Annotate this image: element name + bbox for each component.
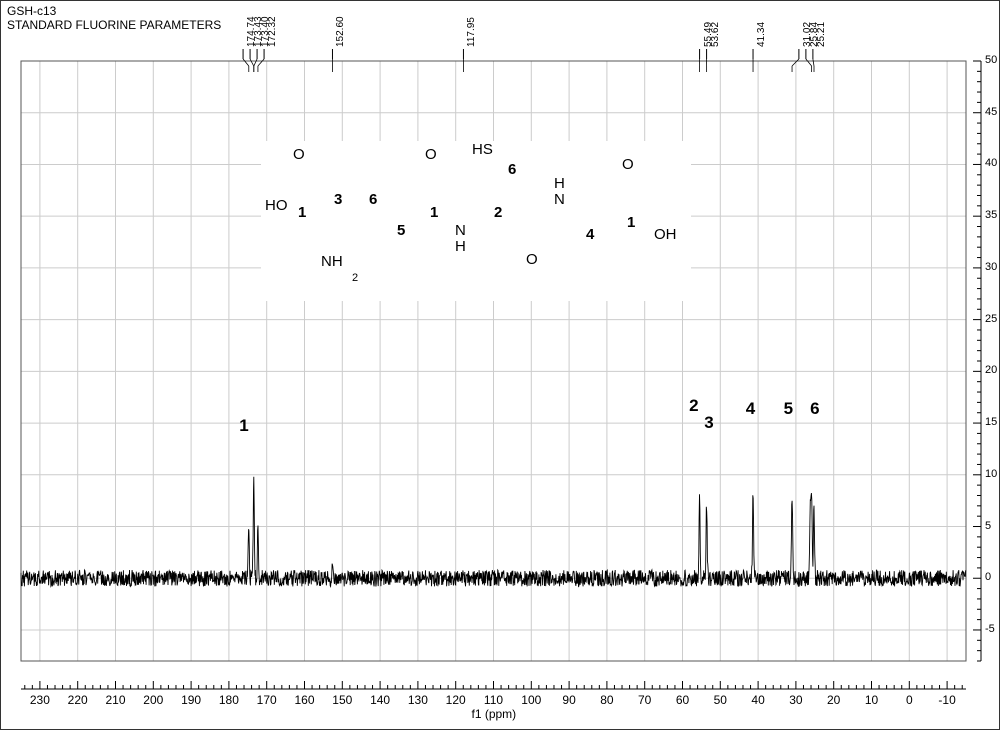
y-tick-label: 45 [985, 106, 997, 118]
y-tick-label: 10 [985, 468, 997, 480]
x-tick-label: 210 [105, 693, 125, 707]
atom-symbol: N [454, 223, 467, 238]
x-tick-label: 230 [30, 693, 50, 707]
x-tick-label: 20 [827, 693, 840, 707]
peak-annotation: 3 [704, 413, 713, 433]
peak-annotation: 5 [784, 399, 793, 419]
x-tick-label: 100 [521, 693, 541, 707]
atom-symbol: N [553, 192, 566, 207]
x-axis-label: f1 (ppm) [472, 707, 517, 721]
y-tick-label: 0 [985, 571, 991, 583]
peak-annotation: 6 [810, 399, 819, 419]
x-tick-label: 200 [143, 693, 163, 707]
spectrum-svg [1, 1, 1000, 731]
chemical-shift-label: 152.60 [335, 16, 346, 47]
x-tick-label: 50 [714, 693, 727, 707]
atom-symbol: OH [653, 227, 678, 242]
atom-number: 5 [396, 223, 406, 238]
y-tick-label: 20 [985, 364, 997, 376]
container: GSH-c13 STANDARD FLUORINE PARAMETERS f1 … [0, 0, 1000, 730]
x-tick-label: 160 [294, 693, 314, 707]
atom-number: 6 [368, 192, 378, 207]
y-tick-label: 40 [985, 157, 997, 169]
y-tick-label: 50 [985, 54, 997, 66]
x-tick-label: 90 [562, 693, 575, 707]
chemical-shift-label: 117.95 [466, 17, 477, 47]
atom-symbol: O [621, 157, 635, 172]
atom-symbol: H [454, 239, 467, 254]
atom-number: 1 [429, 205, 439, 220]
x-tick-label: 150 [332, 693, 352, 707]
atom-symbol: 2 [351, 265, 359, 284]
y-tick-label: -5 [985, 623, 995, 635]
chemical-shift-label: 25.21 [816, 22, 827, 47]
peak-annotation: 2 [689, 396, 698, 416]
x-tick-label: 190 [181, 693, 201, 707]
x-tick-label: -10 [938, 693, 955, 707]
y-tick-label: 25 [985, 313, 997, 325]
x-tick-label: 180 [219, 693, 239, 707]
x-tick-label: 60 [676, 693, 689, 707]
x-tick-label: 0 [906, 693, 913, 707]
y-tick-label: 30 [985, 261, 997, 273]
x-tick-label: 120 [446, 693, 466, 707]
y-tick-label: 35 [985, 209, 997, 221]
y-tick-label: 15 [985, 416, 997, 428]
x-tick-label: 80 [600, 693, 613, 707]
x-tick-label: 220 [68, 693, 88, 707]
atom-symbol: HS [471, 142, 494, 157]
x-tick-label: 170 [257, 693, 277, 707]
atom-number: 6 [507, 162, 517, 177]
x-tick-label: 130 [408, 693, 428, 707]
atom-symbol: H [553, 176, 566, 191]
x-tick-label: 40 [751, 693, 764, 707]
atom-symbol: O [525, 252, 539, 267]
x-tick-label: 10 [865, 693, 878, 707]
y-tick-label: 5 [985, 520, 991, 532]
atom-symbol: O [424, 147, 438, 162]
peak-annotation: 4 [746, 399, 755, 419]
atom-number: 1 [626, 215, 636, 230]
atom-symbol: HO [264, 198, 289, 213]
chemical-shift-label: 172.32 [267, 16, 278, 47]
chemical-shift-label: 53.62 [710, 22, 721, 47]
atom-symbol: O [292, 147, 306, 162]
x-tick-label: 30 [789, 693, 802, 707]
x-tick-label: 140 [370, 693, 390, 707]
atom-symbol: NH [320, 254, 344, 269]
peak-annotation: 1 [239, 416, 248, 436]
atom-number: 3 [333, 192, 343, 207]
x-tick-label: 110 [484, 693, 503, 707]
atom-number: 4 [585, 227, 595, 242]
atom-number: 1 [297, 205, 307, 220]
atom-number: 2 [493, 205, 503, 220]
x-tick-label: 70 [638, 693, 651, 707]
chemical-shift-label: 41.34 [756, 22, 767, 47]
